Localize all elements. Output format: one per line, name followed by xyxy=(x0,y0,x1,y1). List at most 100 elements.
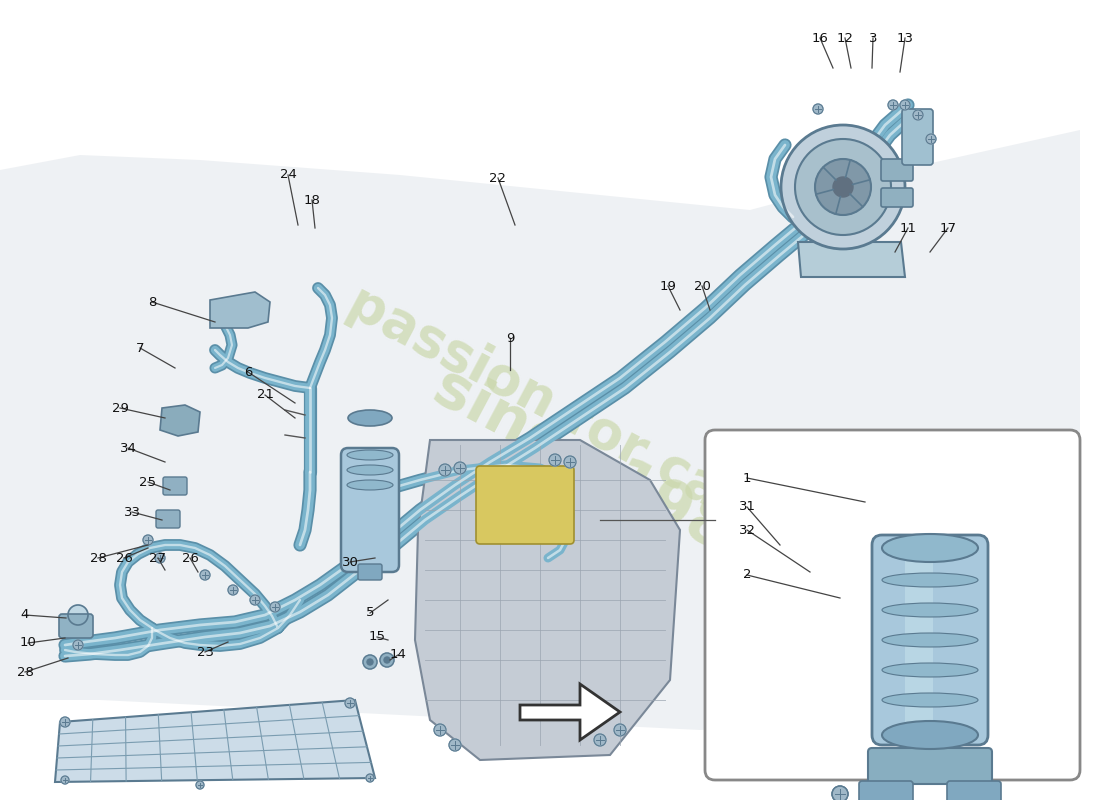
Circle shape xyxy=(900,100,910,110)
Text: 28: 28 xyxy=(16,666,33,678)
Text: 22: 22 xyxy=(490,171,506,185)
Text: 17: 17 xyxy=(939,222,957,234)
FancyBboxPatch shape xyxy=(868,748,992,784)
Text: 23: 23 xyxy=(197,646,213,658)
Text: 13: 13 xyxy=(896,31,913,45)
Circle shape xyxy=(270,602,280,612)
Text: 29: 29 xyxy=(111,402,129,414)
Circle shape xyxy=(913,110,923,120)
Text: 9: 9 xyxy=(506,331,514,345)
Ellipse shape xyxy=(882,633,978,647)
Circle shape xyxy=(73,640,82,650)
Text: 21: 21 xyxy=(256,389,274,402)
Circle shape xyxy=(363,655,377,669)
Circle shape xyxy=(143,535,153,545)
Ellipse shape xyxy=(346,465,393,475)
Text: 20: 20 xyxy=(694,279,711,293)
Circle shape xyxy=(549,454,561,466)
Circle shape xyxy=(454,462,466,474)
Ellipse shape xyxy=(346,450,393,460)
FancyBboxPatch shape xyxy=(881,188,913,207)
Circle shape xyxy=(345,698,355,708)
Ellipse shape xyxy=(882,534,978,562)
Circle shape xyxy=(781,125,905,249)
Circle shape xyxy=(614,724,626,736)
Ellipse shape xyxy=(882,603,978,617)
FancyBboxPatch shape xyxy=(872,535,988,745)
Circle shape xyxy=(795,139,891,235)
Ellipse shape xyxy=(882,693,978,707)
Text: 5: 5 xyxy=(365,606,374,619)
Text: 11: 11 xyxy=(900,222,916,234)
FancyBboxPatch shape xyxy=(705,430,1080,780)
FancyBboxPatch shape xyxy=(358,564,382,580)
Circle shape xyxy=(250,595,260,605)
Text: since 1985: since 1985 xyxy=(422,357,777,583)
FancyBboxPatch shape xyxy=(859,781,913,800)
FancyBboxPatch shape xyxy=(341,448,399,572)
FancyBboxPatch shape xyxy=(947,781,1001,800)
Text: 1: 1 xyxy=(742,471,751,485)
Circle shape xyxy=(155,553,165,563)
Text: 30: 30 xyxy=(342,555,359,569)
Circle shape xyxy=(366,774,374,782)
Circle shape xyxy=(384,657,390,663)
Circle shape xyxy=(564,456,576,468)
Polygon shape xyxy=(0,130,1080,730)
Text: 34: 34 xyxy=(120,442,136,454)
Text: 6: 6 xyxy=(244,366,252,378)
Circle shape xyxy=(228,585,238,595)
Text: 33: 33 xyxy=(123,506,141,518)
FancyBboxPatch shape xyxy=(476,466,574,544)
Ellipse shape xyxy=(882,573,978,587)
Text: 31: 31 xyxy=(738,501,756,514)
Circle shape xyxy=(815,159,871,215)
Text: 15: 15 xyxy=(368,630,385,643)
Text: 14: 14 xyxy=(389,649,406,662)
FancyBboxPatch shape xyxy=(163,477,187,495)
FancyBboxPatch shape xyxy=(902,109,933,165)
Text: 32: 32 xyxy=(738,523,756,537)
Text: 10: 10 xyxy=(20,637,36,650)
Circle shape xyxy=(832,786,848,800)
Text: 8: 8 xyxy=(147,295,156,309)
Text: 24: 24 xyxy=(279,169,296,182)
Circle shape xyxy=(200,570,210,580)
Text: passion for cars: passion for cars xyxy=(339,276,781,544)
Circle shape xyxy=(594,734,606,746)
Ellipse shape xyxy=(346,480,393,490)
Circle shape xyxy=(68,605,88,625)
Ellipse shape xyxy=(882,663,978,677)
Text: 28: 28 xyxy=(89,551,107,565)
FancyBboxPatch shape xyxy=(59,614,94,638)
Text: 18: 18 xyxy=(304,194,320,206)
Circle shape xyxy=(196,781,204,789)
Text: 16: 16 xyxy=(812,31,828,45)
Polygon shape xyxy=(798,242,905,277)
FancyBboxPatch shape xyxy=(156,510,180,528)
Circle shape xyxy=(888,100,898,110)
Text: 26: 26 xyxy=(182,551,198,565)
FancyBboxPatch shape xyxy=(905,541,933,737)
Circle shape xyxy=(439,464,451,476)
Circle shape xyxy=(60,717,70,727)
Circle shape xyxy=(60,776,69,784)
Polygon shape xyxy=(55,700,375,782)
Text: 25: 25 xyxy=(140,475,156,489)
Text: 26: 26 xyxy=(116,551,132,565)
Circle shape xyxy=(367,659,373,665)
Circle shape xyxy=(833,177,853,197)
Text: 7: 7 xyxy=(135,342,144,354)
Circle shape xyxy=(434,724,446,736)
Polygon shape xyxy=(210,292,270,328)
Text: 4: 4 xyxy=(21,609,30,622)
Text: 27: 27 xyxy=(150,551,166,565)
FancyBboxPatch shape xyxy=(881,159,913,181)
Circle shape xyxy=(449,739,461,751)
Text: 3: 3 xyxy=(869,31,878,45)
Ellipse shape xyxy=(882,721,978,749)
Text: 19: 19 xyxy=(660,279,676,293)
Circle shape xyxy=(379,653,394,667)
Ellipse shape xyxy=(348,410,392,426)
Text: 12: 12 xyxy=(836,31,854,45)
